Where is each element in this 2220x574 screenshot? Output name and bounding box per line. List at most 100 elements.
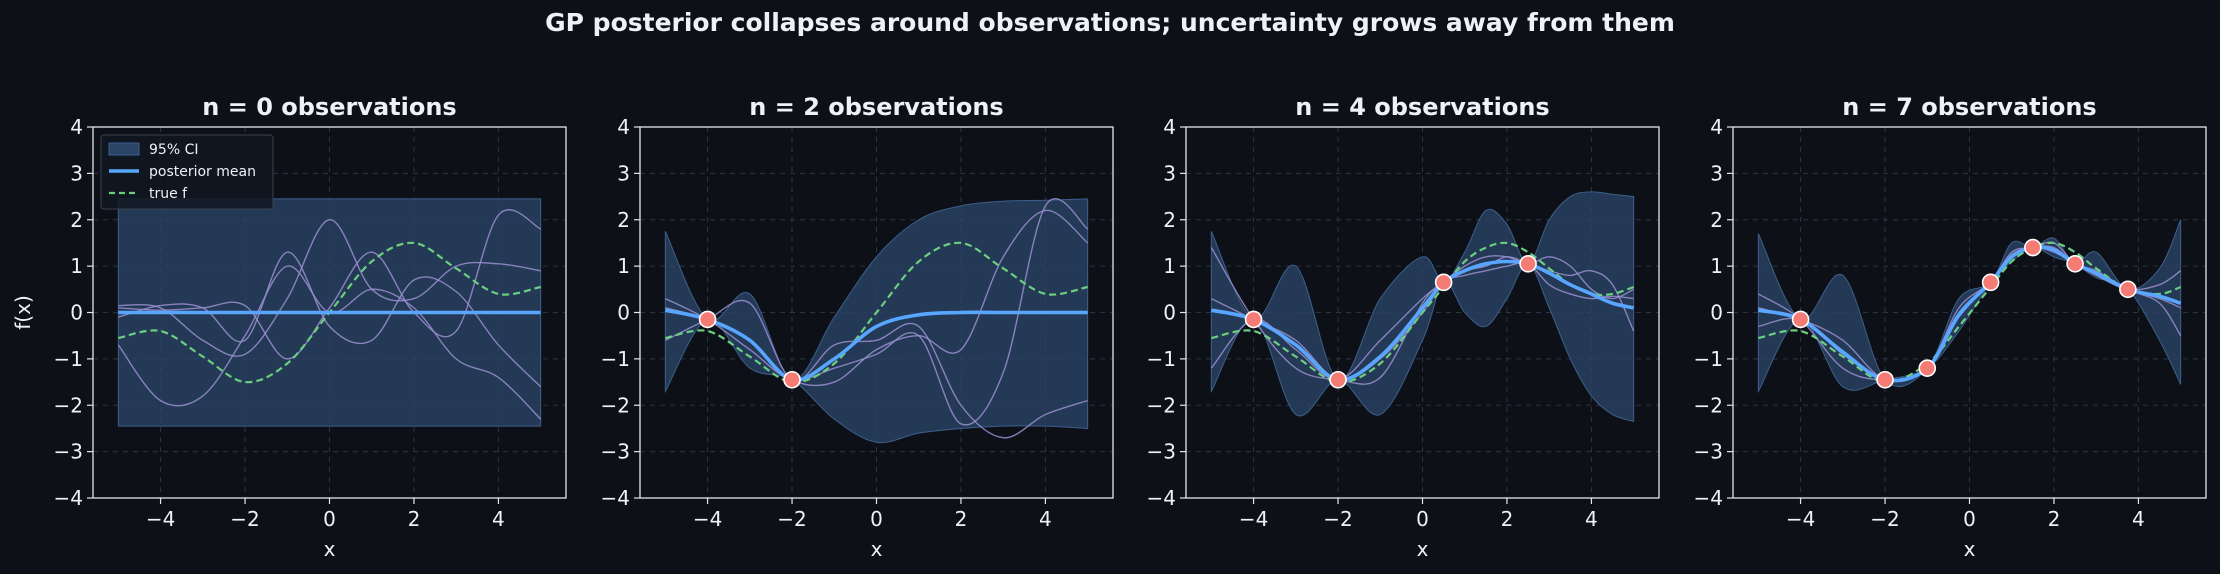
posterior-sample-3 <box>1211 262 1634 381</box>
y-tick-label: −4 <box>54 486 83 510</box>
x-tick-label: −4 <box>1786 507 1815 531</box>
posterior-mean-line <box>1210 259 1635 382</box>
posterior-sample-1 <box>1210 247 1634 385</box>
x-tick-label: −2 <box>230 507 259 531</box>
x-tick-label: 4 <box>1585 507 1598 531</box>
y-tick-label: 2 <box>1163 208 1176 232</box>
posterior-sample-1 <box>665 197 1089 426</box>
y-tick-label: 1 <box>1710 254 1723 278</box>
x-tick-label: 4 <box>492 507 505 531</box>
observation-point <box>1981 273 2000 292</box>
x-tick-label: 2 <box>408 507 421 531</box>
posterior-sample-4 <box>118 209 541 360</box>
y-tick-label: 1 <box>617 254 630 278</box>
y-tick-label: 0 <box>70 301 83 325</box>
y-tick-label: 4 <box>1710 115 1723 139</box>
y-tick-label: 2 <box>70 208 83 232</box>
legend-swatch-ci <box>108 142 140 156</box>
y-tick-label: 4 <box>1163 115 1176 139</box>
plot-area <box>1757 219 2182 394</box>
y-tick-label: −3 <box>1694 440 1723 464</box>
panel-4: −4 −2 0 2 4 −4 −3 −2 −1 0 1 2 3 4 n = 7 observations x <box>1694 93 2207 561</box>
x-tick-label: 0 <box>870 507 883 531</box>
panel-3: −4 −2 0 2 4 −4 −3 −2 −1 0 1 2 3 4 n = 4 observations x <box>1147 93 1660 561</box>
x-tick-label: −2 <box>777 507 806 531</box>
x-tick-label: −4 <box>1239 507 1268 531</box>
x-tick-label: 4 <box>1039 507 1052 531</box>
observation-point <box>1329 370 1347 389</box>
posterior-mean-line <box>664 308 1088 382</box>
y-tick-label: −2 <box>1694 393 1723 417</box>
y-tick-label: 3 <box>617 161 630 185</box>
panel-title: n = 0 observations <box>202 93 456 121</box>
y-tick-label: −3 <box>54 440 83 464</box>
x-tick-label: 4 <box>2132 507 2145 531</box>
observation-point <box>1876 370 1894 389</box>
x-tick-label: −4 <box>693 507 722 531</box>
legend-label: 95% CI <box>149 142 198 158</box>
y-tick-label: −2 <box>1147 393 1176 417</box>
legend: 95% CI posterior mean true f <box>100 134 274 210</box>
y-tick-label: 1 <box>1163 254 1176 278</box>
y-tick-label: 3 <box>1710 161 1723 185</box>
y-tick-label: 2 <box>617 208 630 232</box>
y-tick-label: −1 <box>1147 347 1176 371</box>
x-axis-label: x <box>871 537 883 561</box>
y-tick-label: −4 <box>1147 486 1176 510</box>
y-tick-label: 4 <box>70 115 83 139</box>
legend-label: posterior mean <box>149 164 256 180</box>
x-tick-label: −2 <box>1323 507 1352 531</box>
observation-point <box>2024 238 2042 257</box>
observation-point <box>1791 310 1810 329</box>
x-axis-label: x <box>1964 537 1976 561</box>
observation-point <box>2119 280 2137 299</box>
y-tick-label: −3 <box>1147 440 1176 464</box>
y-tick-label: −3 <box>601 440 630 464</box>
y-tick-label: −1 <box>54 347 83 371</box>
x-tick-label: 2 <box>1501 507 1514 531</box>
x-tick-label: −2 <box>1870 507 1899 531</box>
x-tick-label: 0 <box>1416 507 1429 531</box>
y-tick-label: 0 <box>617 301 630 325</box>
plot-area <box>117 198 542 427</box>
y-tick-label: 3 <box>70 161 83 185</box>
posterior-sample-3 <box>117 265 542 420</box>
observation-point <box>698 310 717 329</box>
y-tick-label: 2 <box>1710 208 1723 232</box>
y-tick-label: −2 <box>54 393 83 417</box>
y-tick-label: −1 <box>1694 347 1723 371</box>
observation-point <box>2066 255 2084 273</box>
panel-title: n = 2 observations <box>749 93 1003 121</box>
x-tick-label: 0 <box>1963 507 1976 531</box>
y-tick-label: −4 <box>601 486 630 510</box>
x-tick-label: −4 <box>146 507 175 531</box>
x-tick-label: 2 <box>955 507 968 531</box>
x-axis-label: x <box>1417 537 1429 561</box>
panel-title: n = 4 observations <box>1295 93 1549 121</box>
y-tick-label: −1 <box>601 347 630 371</box>
y-tick-label: 0 <box>1163 301 1176 325</box>
observation-point <box>783 370 801 389</box>
posterior-sample-2 <box>665 299 1088 439</box>
y-tick-label: −4 <box>1694 486 1723 510</box>
observation-point <box>1918 359 1937 377</box>
y-tick-label: 4 <box>617 115 630 139</box>
posterior-sample-2 <box>118 219 541 357</box>
figure-suptitle: GP posterior collapses around observatio… <box>545 8 1675 37</box>
panel-1: −4 −2 0 2 4 −4 −3 −2 −1 0 1 2 3 4 n = 0 observations x f… <box>11 93 567 561</box>
x-tick-label: 0 <box>323 507 336 531</box>
panel-2: −4 −2 0 2 4 −4 −3 −2 −1 0 1 2 3 4 n = 2 observations x <box>601 93 1114 561</box>
panel-title: n = 7 observations <box>1842 93 2096 121</box>
y-axis-label: f(x) <box>11 295 35 329</box>
plot-area <box>664 197 1089 444</box>
observation-point <box>1244 310 1263 329</box>
legend-box <box>100 134 274 210</box>
x-axis-label: x <box>324 537 336 561</box>
y-tick-label: 0 <box>1710 301 1723 325</box>
plot-area <box>1210 191 1635 423</box>
posterior-sample-1 <box>118 251 542 388</box>
x-tick-label: 2 <box>2048 507 2061 531</box>
y-tick-label: 3 <box>1163 161 1176 185</box>
ci-band <box>664 198 1089 444</box>
